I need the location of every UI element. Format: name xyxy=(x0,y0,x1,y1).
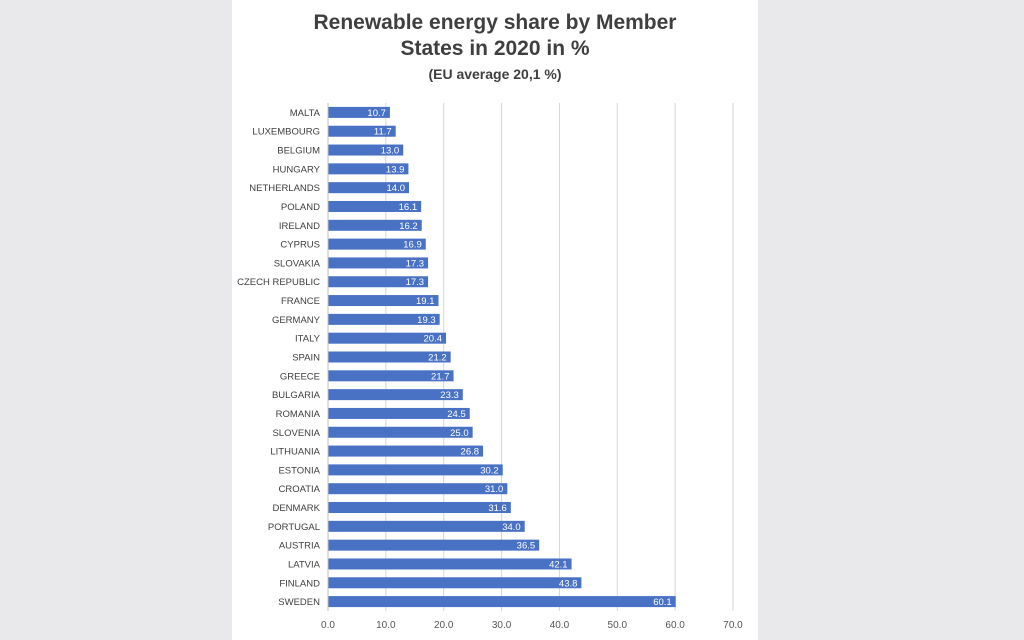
category-label: HUNGARY xyxy=(273,164,321,175)
bar xyxy=(328,219,422,231)
bar xyxy=(328,182,409,194)
category-label: CZECH REPUBLIC xyxy=(237,277,320,288)
data-label: 17.3 xyxy=(406,277,425,288)
data-label: 26.8 xyxy=(461,447,480,458)
bar xyxy=(328,596,676,608)
data-label: 60.1 xyxy=(653,597,672,608)
category-label: SLOVAKIA xyxy=(274,258,321,269)
x-tick-label: 30.0 xyxy=(492,620,512,631)
x-tick-label: 40.0 xyxy=(550,620,570,631)
category-label: SLOVENIA xyxy=(272,428,320,439)
x-tick-label: 0.0 xyxy=(321,620,335,631)
category-label: ROMANIA xyxy=(276,409,321,420)
data-label: 19.1 xyxy=(416,296,435,307)
category-label: LITHUANIA xyxy=(270,447,320,458)
chart-title: Renewable energy share by Member States … xyxy=(232,10,758,62)
category-label: GREECE xyxy=(280,371,320,382)
category-label: ITALY xyxy=(295,334,321,345)
data-label: 21.7 xyxy=(431,371,450,382)
category-label: DENMARK xyxy=(272,503,320,514)
category-label: IRELAND xyxy=(279,221,320,232)
bar xyxy=(328,144,404,156)
bar xyxy=(328,370,454,382)
category-label: SPAIN xyxy=(292,353,320,364)
data-label: 14.0 xyxy=(387,183,406,194)
x-tick-label: 20.0 xyxy=(434,620,454,631)
bar xyxy=(328,558,572,570)
data-label: 20.4 xyxy=(424,334,443,345)
bar xyxy=(328,106,390,118)
data-label: 25.0 xyxy=(450,428,469,439)
bar xyxy=(328,238,426,250)
bar-chart: 0.0 10.0 20.0 30.0 40.0 50.0 60.0 70.0 MALTA 10.7… xyxy=(237,103,743,631)
category-label: SWEDEN xyxy=(278,597,320,608)
bar xyxy=(328,351,451,363)
category-label: NETHERLANDS xyxy=(249,183,320,194)
data-label: 16.1 xyxy=(399,202,418,213)
data-label: 13.9 xyxy=(386,164,405,175)
category-label: AUSTRIA xyxy=(279,541,321,552)
bar xyxy=(328,445,484,457)
bar xyxy=(328,257,429,269)
x-tick-label: 70.0 xyxy=(723,620,743,631)
chart-subtitle: (EU average 20,1 %) xyxy=(428,66,562,82)
bar xyxy=(328,200,422,212)
bar xyxy=(328,426,473,438)
category-label: PORTUGAL xyxy=(268,522,320,533)
chart-title-line-1: Renewable energy share by Member xyxy=(313,11,677,34)
x-tick-label: 10.0 xyxy=(376,620,396,631)
data-label: 16.9 xyxy=(403,240,422,251)
data-label: 36.5 xyxy=(517,541,536,552)
data-label: 30.2 xyxy=(480,465,499,476)
data-label: 19.3 xyxy=(417,315,436,326)
data-label: 24.5 xyxy=(447,409,466,420)
bar xyxy=(328,502,511,514)
data-label: 42.1 xyxy=(549,559,568,570)
bar xyxy=(328,276,429,288)
data-label: 11.7 xyxy=(374,127,392,138)
data-label: 31.6 xyxy=(488,503,507,514)
bar xyxy=(328,577,582,589)
bar xyxy=(328,520,525,532)
category-label: FINLAND xyxy=(279,578,320,589)
category-label: CYPRUS xyxy=(280,240,320,251)
category-label: GERMANY xyxy=(272,315,321,326)
category-label: MALTA xyxy=(290,108,321,119)
data-label: 31.0 xyxy=(485,484,504,495)
bar xyxy=(328,483,508,495)
category-label: LUXEMBOURG xyxy=(252,127,320,138)
bar xyxy=(328,389,463,401)
x-tick-label: 50.0 xyxy=(608,620,628,631)
data-label: 21.2 xyxy=(428,353,447,364)
chart-panel: Renewable energy share by Member States … xyxy=(232,0,758,640)
data-label: 17.3 xyxy=(406,258,425,269)
bar xyxy=(328,163,409,175)
bar xyxy=(328,407,470,419)
category-label: LATVIA xyxy=(288,559,321,570)
data-label: 13.0 xyxy=(381,146,400,157)
bar xyxy=(328,464,503,476)
bar xyxy=(328,313,440,325)
category-label: BULGARIA xyxy=(272,390,321,401)
x-tick-label: 60.0 xyxy=(665,620,685,631)
chart-title-line-2: States in 2020 in % xyxy=(400,37,590,60)
data-label: 43.8 xyxy=(559,578,578,589)
bar xyxy=(328,332,447,344)
data-label: 16.2 xyxy=(399,221,418,232)
data-label: 10.7 xyxy=(367,108,386,119)
bar xyxy=(328,539,540,551)
category-label: FRANCE xyxy=(281,296,320,307)
bar xyxy=(328,125,396,137)
data-label: 23.3 xyxy=(440,390,459,401)
category-label: POLAND xyxy=(281,202,320,213)
data-label: 34.0 xyxy=(502,522,521,533)
bar xyxy=(328,295,439,307)
category-label: CROATIA xyxy=(278,484,320,495)
category-label: BELGIUM xyxy=(277,146,320,157)
category-label: ESTONIA xyxy=(278,465,320,476)
